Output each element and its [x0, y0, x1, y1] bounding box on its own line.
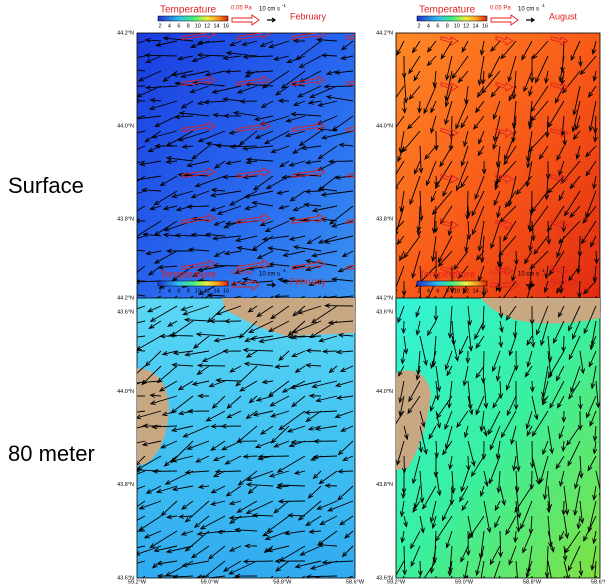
colorbar: [417, 281, 487, 286]
month-label: February: [290, 11, 327, 21]
lon-label: 59.0°W: [455, 579, 474, 585]
lat-label: 44.0°N: [376, 123, 393, 129]
colorbar-tick: 2: [158, 23, 161, 29]
map-panel: 44.2°N44.0°N43.8°N43.6°NTemperature24681…: [376, 3, 605, 341]
lon-label: 58.8°W: [273, 579, 292, 585]
colorbar-tick: 2: [158, 288, 161, 294]
map-panel: 44.2°N 44.0°N 43.8°N 43.6°N 59.2°W 59.0°W 58.8…: [115, 268, 365, 585]
lon-label: 59.0°W: [201, 579, 220, 585]
colorbar-tick: 16: [223, 288, 229, 294]
current-label: 10 cm s: [518, 7, 539, 13]
colorbar-tick: 12: [463, 288, 469, 294]
stress-label: 0.05 Pa: [231, 6, 252, 12]
legend-title: Temperature: [160, 5, 217, 16]
colorbar-tick: 16: [223, 23, 229, 29]
lon-label: 58.8°W: [523, 579, 542, 585]
colorbar: [158, 281, 228, 286]
row-label: 80 meter: [8, 441, 95, 466]
colorbar-tick: 8: [187, 23, 190, 29]
colorbar: [417, 16, 487, 21]
colorbar-tick: 6: [436, 288, 439, 294]
stress-label: 0.05 Pa: [490, 271, 511, 277]
colorbar-tick: 10: [454, 23, 460, 29]
lat-label: 44.2°N: [376, 30, 393, 36]
colorbar-tick: 4: [427, 23, 430, 29]
current-exponent: -1: [282, 3, 286, 8]
colorbar-tick: 16: [482, 288, 488, 294]
stress-scale-arrow: [232, 15, 259, 25]
lon-label: 58.6°W: [591, 579, 605, 585]
colorbar-tick: 12: [463, 23, 469, 29]
colorbar-tick: 12: [204, 288, 210, 294]
colorbar-tick: 10: [195, 288, 201, 294]
lat-label: 43.6°N: [117, 309, 134, 315]
current-label: 10 cm s: [259, 272, 280, 278]
colorbar-tick: 12: [204, 23, 210, 29]
current-label: 10 cm s: [518, 272, 539, 278]
colorbar-tick: 10: [454, 288, 460, 294]
colorbar-tick: 14: [214, 288, 220, 294]
colorbar-tick: 10: [195, 23, 201, 29]
lon-label: 59.2°W: [387, 579, 406, 585]
colorbar-tick: 14: [473, 288, 479, 294]
current-exponent: -1: [282, 268, 286, 273]
colorbar-tick: 14: [214, 23, 220, 29]
colorbar-tick: 16: [482, 23, 488, 29]
legend-title: Temperature: [160, 270, 217, 281]
current-scale-arrow: [526, 18, 534, 22]
lat-label: 44.0°N: [117, 123, 134, 129]
stress-scale-arrow: [491, 15, 518, 25]
legend-title: Temperature: [419, 270, 476, 281]
colorbar-tick: 8: [446, 288, 449, 294]
stress-label: 0.05 Pa: [231, 271, 252, 277]
current-label: 10 cm s: [259, 7, 280, 13]
lat-label: 43.8°N: [117, 482, 134, 488]
colorbar-tick: 2: [417, 288, 420, 294]
lat-label: 44.2°N: [117, 295, 134, 301]
current-scale-arrow: [267, 18, 275, 22]
map-panel: 44.2°N 44.0°N 43.8°N 43.6°N 59.2°W 59.0°W 58.8…: [376, 268, 605, 585]
colorbar-tick: 8: [187, 288, 190, 294]
colorbar-tick: 4: [427, 288, 430, 294]
colorbar-tick: 6: [436, 23, 439, 29]
colorbar-tick: 14: [473, 23, 479, 29]
temperature-field: [396, 298, 600, 578]
lat-label: 44.0°N: [117, 389, 134, 395]
colorbar-tick: 2: [417, 23, 420, 29]
lat-label: 43.8°N: [376, 482, 393, 488]
lat-label: 44.2°N: [117, 30, 134, 36]
current-exponent: -1: [541, 3, 545, 8]
lat-label: 44.0°N: [376, 389, 393, 395]
colorbar-tick: 8: [446, 23, 449, 29]
legend-title: Temperature: [419, 5, 476, 16]
month-label: February: [290, 276, 327, 286]
colorbar-tick: 4: [168, 23, 171, 29]
current-exponent: -1: [541, 268, 545, 273]
colorbar-tick: 6: [177, 23, 180, 29]
figure: Surface 80 meter 44.2°N 44.0°N 43.8°N 43.6°…: [0, 0, 605, 585]
row-label: Surface: [8, 173, 84, 198]
colorbar-tick: 6: [177, 288, 180, 294]
lon-label: 59.2°W: [128, 579, 147, 585]
month-label: August: [549, 276, 578, 286]
lat-label: 44.2°N: [376, 295, 393, 301]
lat-label: 43.6°N: [376, 309, 393, 315]
colorbar: [158, 16, 228, 21]
stress-label: 0.05 Pa: [490, 6, 511, 12]
month-label: August: [549, 11, 578, 21]
lat-label: 43.8°N: [117, 216, 134, 222]
colorbar-tick: 4: [168, 288, 171, 294]
lat-label: 43.8°N: [376, 216, 393, 222]
lon-label: 58.6°W: [346, 579, 365, 585]
